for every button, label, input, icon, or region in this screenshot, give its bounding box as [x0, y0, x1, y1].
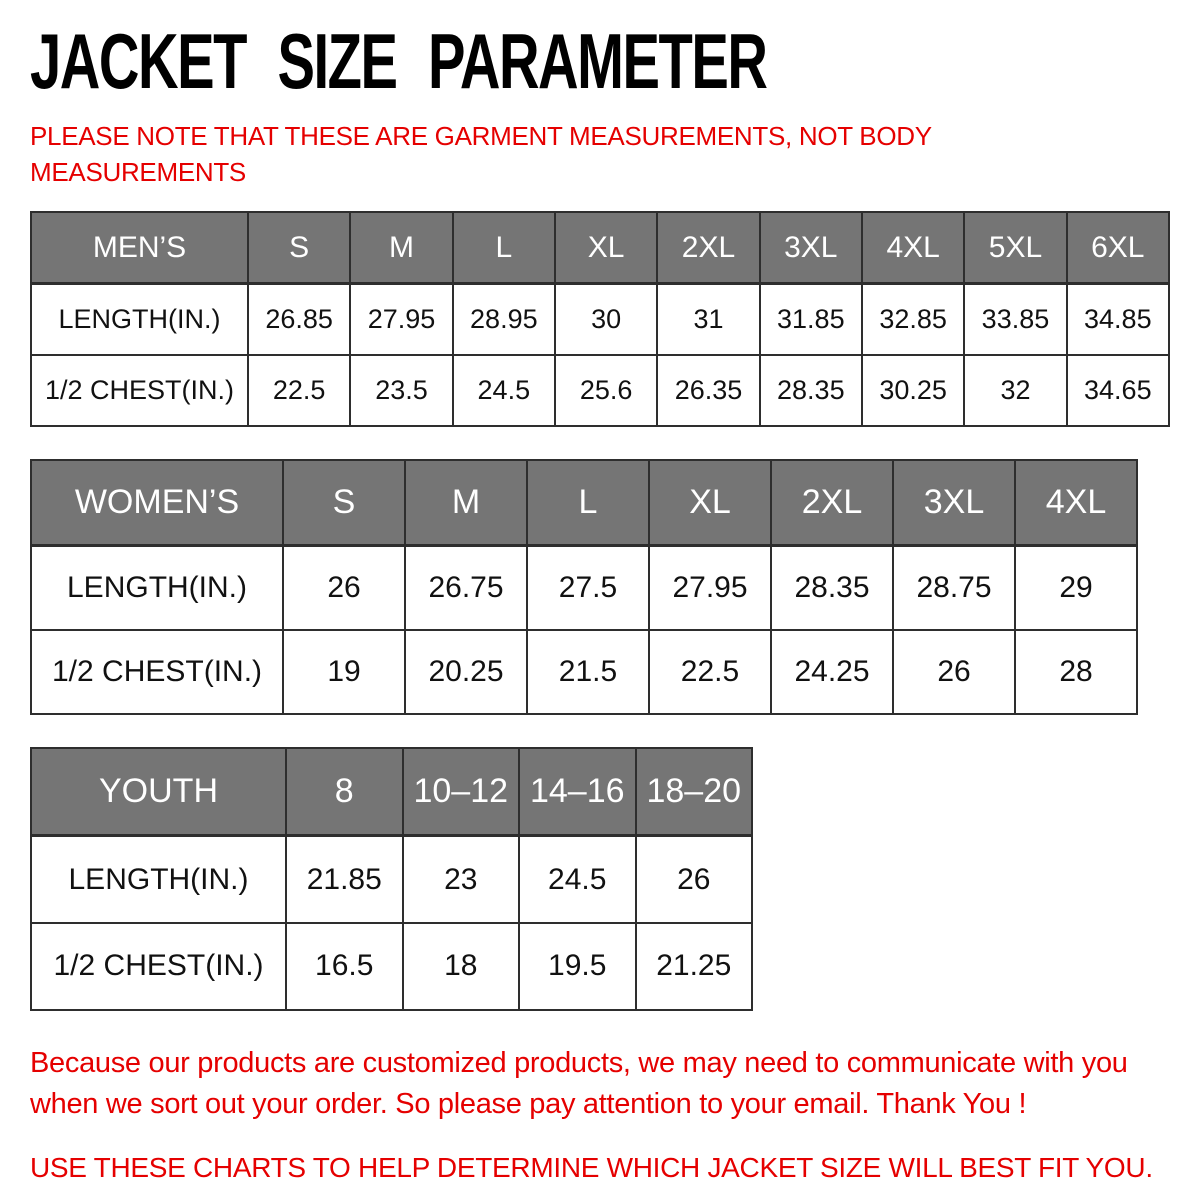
value-cell: 28.35	[770, 544, 894, 631]
womens-header-row: WOMEN’S S M L XL 2XL 3XL 4XL	[30, 458, 1138, 548]
value-cell: 27.95	[648, 544, 772, 631]
youth-size-header-18–20: 18–20	[634, 746, 753, 838]
value-cell: 28	[1014, 628, 1138, 715]
value-cell: 26.85	[246, 282, 352, 356]
garment-measurement-note: PLEASE NOTE THAT THESE ARE GARMENT MEASU…	[30, 121, 932, 188]
youth-size-header-14–16: 14–16	[518, 746, 637, 838]
value-cell: 29	[1014, 544, 1138, 631]
mens-size-header-XL: XL	[553, 210, 659, 286]
row-label: LENGTH(IN.)	[30, 834, 287, 924]
value-cell: 22.5	[648, 628, 772, 715]
value-cell: 26	[282, 544, 406, 631]
womens-measurement-row: 1/2 CHEST(IN.) 19 20.25 21.5 22.5 24.25 26 28	[30, 628, 1138, 715]
womens-size-table: WOMEN’S S M L XL 2XL 3XL 4XL LENGTH(IN.) 26 26.75 2…	[30, 458, 1138, 715]
mens-measurement-row: 1/2 CHEST(IN.) 22.5 23.5 24.5 25.6 26.35 28.35…	[30, 353, 1171, 427]
value-cell: 25.6	[553, 353, 659, 427]
page-title: JACKET SIZE PARAMETER	[30, 17, 768, 105]
youth-measurement-row: 1/2 CHEST(IN.) 16.5 18 19.5 21.25	[30, 921, 753, 1011]
value-cell: 34.85	[1065, 282, 1171, 356]
value-cell: 31.85	[758, 282, 863, 356]
womens-size-header-3XL: 3XL	[892, 458, 1016, 548]
row-label: LENGTH(IN.)	[30, 544, 284, 631]
mens-size-header-6XL: 6XL	[1065, 210, 1171, 286]
womens-size-header-XL: XL	[648, 458, 772, 548]
youth-size-header-10–12: 10–12	[401, 746, 520, 838]
value-cell: 16.5	[285, 921, 404, 1011]
value-cell: 33.85	[963, 282, 1068, 356]
mens-size-header-M: M	[349, 210, 454, 286]
value-cell: 26.35	[656, 353, 761, 427]
value-cell: 28.95	[451, 282, 556, 356]
womens-size-header-M: M	[404, 458, 528, 548]
womens-size-header-L: L	[526, 458, 650, 548]
mens-size-header-5XL: 5XL	[963, 210, 1068, 286]
value-cell: 24.5	[518, 834, 637, 924]
value-cell: 23	[401, 834, 520, 924]
value-cell: 21.5	[526, 628, 650, 715]
value-cell: 20.25	[404, 628, 528, 715]
row-label: LENGTH(IN.)	[30, 282, 249, 356]
value-cell: 24.25	[770, 628, 894, 715]
value-cell: 26.75	[404, 544, 528, 631]
value-cell: 30.25	[860, 353, 966, 427]
youth-header-row: YOUTH 8 10–12 14–16 18–20	[30, 746, 753, 838]
fit-advice: USE THESE CHARTS TO HELP DETERMINE WHICH…	[30, 1152, 1153, 1184]
size-tables-container: MEN’S S M L XL 2XL 3XL 4XL 5XL 6XL LENGTH(IN.) 26.8…	[30, 210, 1171, 1011]
mens-size-header-4XL: 4XL	[860, 210, 966, 286]
value-cell: 19	[282, 628, 406, 715]
value-cell: 28.35	[758, 353, 863, 427]
value-cell: 27.95	[349, 282, 454, 356]
womens-size-header-2XL: 2XL	[770, 458, 894, 548]
value-cell: 23.5	[349, 353, 454, 427]
mens-size-header-L: L	[451, 210, 556, 286]
value-cell: 28.75	[892, 544, 1016, 631]
value-cell: 24.5	[451, 353, 556, 427]
row-label: 1/2 CHEST(IN.)	[30, 628, 284, 715]
youth-table-title: YOUTH	[30, 746, 287, 838]
youth-size-header-8: 8	[285, 746, 404, 838]
value-cell: 27.5	[526, 544, 650, 631]
value-cell: 21.85	[285, 834, 404, 924]
value-cell: 34.65	[1065, 353, 1171, 427]
womens-table-title: WOMEN’S	[30, 458, 284, 548]
value-cell: 32	[963, 353, 1068, 427]
value-cell: 26	[892, 628, 1016, 715]
value-cell: 30	[553, 282, 659, 356]
youth-measurement-row: LENGTH(IN.) 21.85 23 24.5 26	[30, 834, 753, 924]
womens-measurement-row: LENGTH(IN.) 26 26.75 27.5 27.95 28.35 28.75 29	[30, 544, 1138, 631]
mens-size-header-S: S	[246, 210, 352, 286]
womens-size-header-4XL: 4XL	[1014, 458, 1138, 548]
row-label: 1/2 CHEST(IN.)	[30, 353, 249, 427]
customization-notice: Because our products are customized prod…	[30, 1046, 1128, 1121]
value-cell: 26	[634, 834, 753, 924]
youth-size-table: YOUTH 8 10–12 14–16 18–20 LENGTH(IN.) 21.85 23 2…	[30, 746, 753, 1011]
value-cell: 21.25	[634, 921, 753, 1011]
mens-table-title: MEN’S	[30, 210, 249, 286]
mens-measurement-row: LENGTH(IN.) 26.85 27.95 28.95 30 31 31.85 32.85…	[30, 282, 1171, 356]
value-cell: 22.5	[246, 353, 352, 427]
value-cell: 18	[401, 921, 520, 1011]
mens-size-header-3XL: 3XL	[758, 210, 863, 286]
value-cell: 32.85	[860, 282, 966, 356]
mens-size-table: MEN’S S M L XL 2XL 3XL 4XL 5XL 6XL LENGTH(IN.) 26.8…	[30, 210, 1171, 427]
mens-header-row: MEN’S S M L XL 2XL 3XL 4XL 5XL 6XL	[30, 210, 1171, 286]
row-label: 1/2 CHEST(IN.)	[30, 921, 287, 1011]
value-cell: 31	[656, 282, 761, 356]
value-cell: 19.5	[518, 921, 637, 1011]
mens-size-header-2XL: 2XL	[656, 210, 761, 286]
womens-size-header-S: S	[282, 458, 406, 548]
